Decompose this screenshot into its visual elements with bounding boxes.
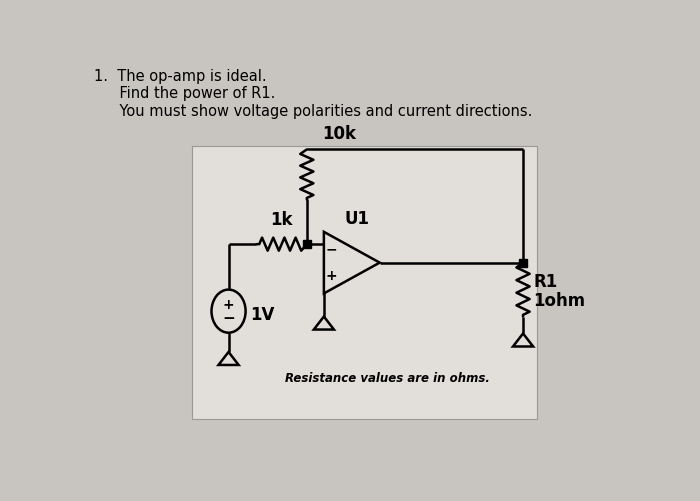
- Text: −: −: [326, 242, 337, 257]
- Text: 1k: 1k: [270, 211, 293, 229]
- Text: +: +: [326, 269, 337, 283]
- FancyBboxPatch shape: [192, 146, 537, 419]
- Text: Find the power of R1.: Find the power of R1.: [102, 86, 276, 101]
- Text: 1.  The op-amp is ideal.: 1. The op-amp is ideal.: [94, 69, 266, 84]
- Text: U1: U1: [345, 210, 370, 228]
- Text: 1V: 1V: [251, 306, 274, 324]
- Text: +: +: [223, 298, 234, 312]
- Text: 1ohm: 1ohm: [533, 292, 585, 310]
- Text: 10k: 10k: [322, 125, 356, 143]
- Text: −: −: [222, 311, 235, 326]
- Text: You must show voltage polarities and current directions.: You must show voltage polarities and cur…: [102, 104, 533, 119]
- Text: R1: R1: [533, 273, 557, 291]
- Text: Resistance values are in ohms.: Resistance values are in ohms.: [285, 372, 490, 385]
